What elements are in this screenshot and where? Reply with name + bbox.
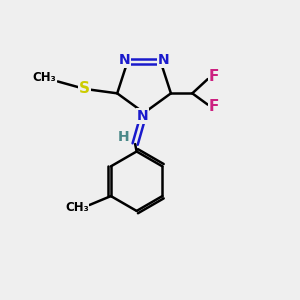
Text: CH₃: CH₃ <box>32 71 56 84</box>
Text: N: N <box>119 53 130 67</box>
Text: N: N <box>137 109 148 123</box>
Text: H: H <box>117 130 129 144</box>
Text: F: F <box>209 99 220 114</box>
Text: S: S <box>79 81 90 96</box>
Text: CH₃: CH₃ <box>65 201 89 214</box>
Text: F: F <box>209 69 220 84</box>
Text: N: N <box>158 53 170 67</box>
